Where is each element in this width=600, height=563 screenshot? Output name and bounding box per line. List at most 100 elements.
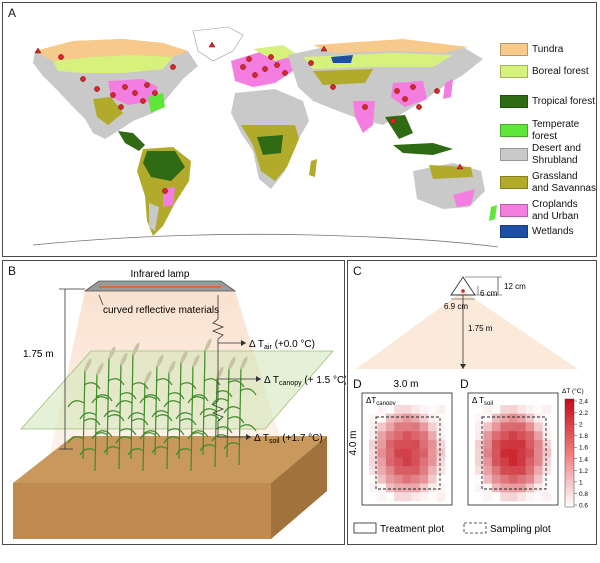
heatmap-cell	[394, 474, 404, 484]
plant-panicle	[240, 356, 248, 370]
heatmap-cell	[377, 483, 387, 493]
plant-leaf	[103, 410, 121, 418]
heatmap-cell	[385, 448, 395, 458]
colorbar-tick-label: 2	[579, 422, 583, 429]
heatmap-cell	[500, 405, 510, 415]
heatmap-cell	[525, 483, 535, 493]
plant-leaf	[163, 436, 181, 444]
colorbar-ticks: 2.4 2.2 2 1.8 1.6 1.4 1.2 1 0.8 0.6	[574, 399, 588, 510]
site-marker	[394, 88, 400, 94]
sampling-plot-canopy	[375, 416, 441, 490]
heatmap-cell	[377, 448, 387, 458]
heatmap-cell	[475, 448, 484, 458]
heatmap-cell	[491, 413, 501, 423]
soil-heatmap	[475, 405, 552, 502]
heatmap-cell	[428, 466, 437, 476]
legend-swatch	[500, 225, 528, 238]
delta-t-soil-map-title: Δ Tsoil	[472, 396, 493, 407]
legend-swatch	[500, 124, 528, 137]
panel-d-label-left: D	[353, 377, 362, 391]
heatmap-cell	[525, 457, 535, 467]
panel-b-label: B	[8, 264, 17, 278]
heatmap-cell	[436, 474, 446, 484]
heatmap-cell	[411, 413, 420, 423]
heatmap-cell	[500, 439, 510, 449]
heatmap-cell	[402, 448, 412, 458]
heatmap-cell	[517, 405, 526, 415]
heatmap-cell	[542, 405, 552, 415]
plant-leaf	[239, 424, 257, 432]
world-biome-map	[32, 26, 499, 248]
heatmap-cell	[428, 422, 437, 432]
heatmap-cell	[542, 483, 552, 493]
heatmap-cell	[508, 405, 518, 415]
heatmap-cell	[402, 431, 412, 441]
heatmap-cell	[428, 405, 437, 415]
plant-panicle	[120, 352, 128, 366]
plant-stem	[130, 352, 134, 460]
site-marker	[262, 66, 268, 72]
sampling-plot-legend-swatch	[463, 522, 487, 534]
heatmap-cell	[419, 431, 429, 441]
map-australia-crop	[453, 189, 475, 207]
heatmap-cell	[369, 448, 378, 458]
plant-leaf	[211, 398, 229, 406]
heatmap-cell	[369, 457, 378, 467]
plant-panicle	[228, 356, 236, 370]
heatmap-cell	[402, 457, 412, 467]
plant-leaf	[67, 400, 85, 408]
heatmap-cell	[402, 483, 412, 493]
plant-leaf	[179, 382, 197, 390]
heatmap-cell	[517, 492, 526, 502]
heatmap-cell	[508, 466, 518, 476]
heatmap-cell	[483, 431, 493, 441]
heatmap-cell	[402, 466, 412, 476]
plant-leaf	[67, 436, 85, 444]
delta-t-air-label: Δ Tair (+0.0 °C)	[249, 339, 315, 351]
plant-leaf	[203, 378, 221, 386]
heatmap-cell	[411, 448, 420, 458]
heatmap-cell	[411, 483, 420, 493]
heatmap-cell	[534, 483, 543, 493]
plant-leaf	[139, 396, 157, 404]
delta-t-soil-label: Δ Tsoil (+1.7 °C)	[254, 433, 323, 445]
plant-stem	[118, 362, 122, 470]
heatmap-cell	[534, 439, 543, 449]
heatmap-cell	[500, 448, 510, 458]
plant-panicle	[156, 354, 164, 368]
heatmap-cell	[542, 466, 552, 476]
site-triangles	[34, 41, 464, 170]
colorbar-tick-label: 1.6	[579, 445, 588, 452]
soil-leader	[211, 379, 251, 438]
heatmap-cell	[394, 405, 404, 415]
heatmap-cell	[419, 457, 429, 467]
colorbar-title: ΔT (°C)	[562, 387, 584, 395]
map-india	[353, 101, 375, 133]
plant-leaf	[155, 414, 173, 422]
plant-leaf	[79, 448, 97, 456]
heatmap-cell	[369, 413, 378, 423]
legend-item: Croplands and Urban	[500, 199, 600, 222]
heatmap-cell	[500, 466, 510, 476]
heatmap-cell	[525, 422, 535, 432]
heatmap-cell	[534, 474, 543, 484]
heatmap-cell	[419, 439, 429, 449]
legend-label: Croplands and Urban	[532, 199, 579, 222]
heatmap-cell	[377, 413, 387, 423]
heatmap-cell	[436, 431, 446, 441]
heatmap-cell	[483, 448, 493, 458]
legend-swatch	[500, 176, 528, 189]
heatmap-cell	[534, 466, 543, 476]
heatmap-cell	[483, 457, 493, 467]
soil-block-front	[13, 483, 271, 539]
plant-leaf	[115, 400, 133, 408]
map-china-crop	[391, 81, 427, 107]
plant-leaf	[187, 432, 205, 440]
legend-label: Wetlands	[532, 225, 574, 237]
site-marker	[434, 88, 440, 94]
site-marker	[170, 64, 176, 70]
heatmap-cell	[491, 448, 501, 458]
heatmap-cell	[500, 492, 510, 502]
plant-leaf	[179, 418, 197, 426]
map-australia-savanna	[429, 165, 473, 179]
